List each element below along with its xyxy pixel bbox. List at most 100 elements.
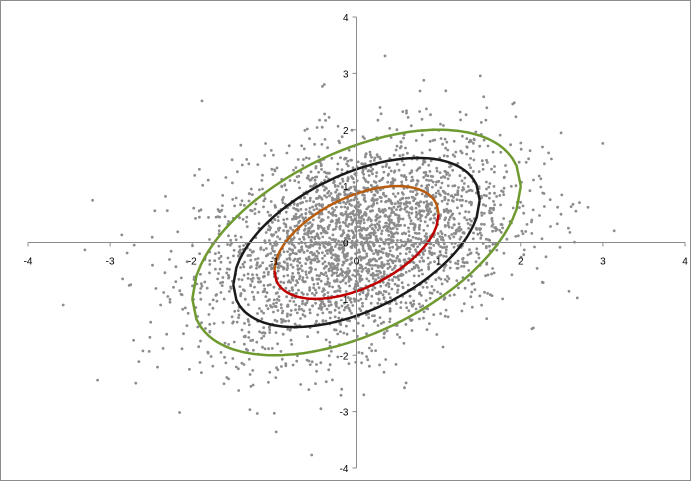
scatter-point: [251, 383, 255, 387]
scatter-point: [469, 166, 472, 170]
scatter-point: [394, 363, 398, 366]
scatter-point: [375, 269, 379, 273]
scatter-point: [305, 127, 309, 131]
scatter-point: [240, 328, 244, 332]
scatter-point: [270, 167, 274, 171]
scatter-point: [484, 118, 488, 122]
scatter-point: [491, 242, 495, 246]
scatter-point: [260, 336, 263, 340]
scatter-point: [249, 284, 253, 288]
scatter-point: [227, 234, 230, 238]
scatter-point: [341, 279, 344, 283]
scatter-point: [445, 279, 449, 283]
scatter-point: [286, 262, 289, 265]
scatter-point: [400, 244, 404, 247]
scatter-point: [399, 145, 403, 148]
scatter-point: [276, 266, 280, 269]
scatter-point: [397, 168, 401, 172]
scatter-point: [296, 267, 300, 271]
scatter-point: [460, 309, 464, 313]
scatter-point: [174, 280, 178, 283]
scatter-point: [499, 150, 503, 154]
scatter-point: [444, 255, 448, 258]
scatter-point: [305, 276, 309, 279]
scatter-point: [325, 274, 329, 278]
scatter-point: [266, 210, 270, 214]
scatter-point: [121, 277, 124, 281]
scatter-point: [365, 252, 369, 256]
scatter-point: [272, 298, 276, 302]
scatter-point: [411, 254, 414, 258]
scatter-point: [549, 225, 552, 228]
scatter-point: [310, 276, 314, 280]
scatter-point: [291, 288, 294, 292]
scatter-point: [372, 199, 376, 203]
scatter-point: [319, 224, 322, 228]
scatter-point: [430, 203, 434, 207]
scatter-point: [391, 226, 395, 230]
scatter-point: [393, 282, 397, 286]
scatter-point: [400, 232, 404, 236]
scatter-point: [315, 274, 319, 277]
scatter-point: [475, 251, 479, 255]
scatter-point: [360, 277, 364, 281]
scatter-point: [307, 229, 311, 233]
scatter-point: [317, 274, 321, 278]
scatter-point: [273, 304, 277, 308]
scatter-point: [330, 156, 334, 160]
scatter-point: [279, 280, 283, 284]
scatter-point: [446, 221, 450, 225]
scatter-point: [428, 148, 432, 152]
scatter-point: [494, 226, 498, 229]
scatter-point: [392, 153, 396, 157]
scatter-point: [206, 350, 210, 354]
scatter-point: [399, 201, 403, 205]
scatter-point: [369, 235, 372, 239]
scatter-point: [150, 235, 154, 239]
scatter-point: [338, 182, 342, 185]
scatter-point: [334, 227, 337, 231]
scatter-point: [369, 159, 372, 163]
scatter-point: [424, 174, 428, 177]
scatter-point: [365, 262, 369, 266]
scatter-point: [405, 109, 408, 113]
scatter-point: [418, 227, 421, 231]
scatter-point: [392, 170, 396, 174]
scatter-point: [285, 295, 288, 299]
scatter-point: [323, 254, 327, 258]
scatter-point: [320, 272, 324, 275]
scatter-point: [339, 330, 342, 333]
scatter-point: [431, 193, 435, 197]
scatter-point: [275, 301, 278, 305]
scatter-point: [252, 348, 255, 352]
scatter-point: [370, 198, 374, 202]
scatter-point: [390, 238, 393, 242]
scatter-point: [381, 176, 385, 180]
scatter-point: [482, 193, 486, 197]
scatter-point: [96, 378, 99, 382]
scatter-point: [455, 193, 459, 197]
scatter-point: [493, 203, 496, 207]
scatter-point: [342, 249, 345, 253]
scatter-point: [357, 216, 361, 219]
scatter-point: [330, 219, 334, 222]
scatter-point: [420, 151, 424, 155]
scatter-point: [331, 228, 335, 232]
scatter-point: [401, 110, 405, 113]
x-tick-label: -4: [24, 257, 33, 268]
scatter-point: [314, 288, 317, 292]
scatter-point: [443, 266, 446, 269]
scatter-point: [253, 212, 257, 216]
scatter-point: [491, 223, 495, 226]
scatter-point: [363, 194, 366, 197]
scatter-point: [403, 224, 407, 227]
scatter-point: [265, 291, 269, 295]
scatter-point: [307, 235, 311, 239]
scatter-point: [317, 227, 320, 230]
scatter-point: [408, 250, 411, 254]
scatter-point: [449, 260, 452, 264]
scatter-point: [327, 300, 331, 303]
scatter-point: [252, 250, 255, 253]
scatter-point: [330, 269, 334, 273]
scatter-point: [200, 284, 204, 288]
